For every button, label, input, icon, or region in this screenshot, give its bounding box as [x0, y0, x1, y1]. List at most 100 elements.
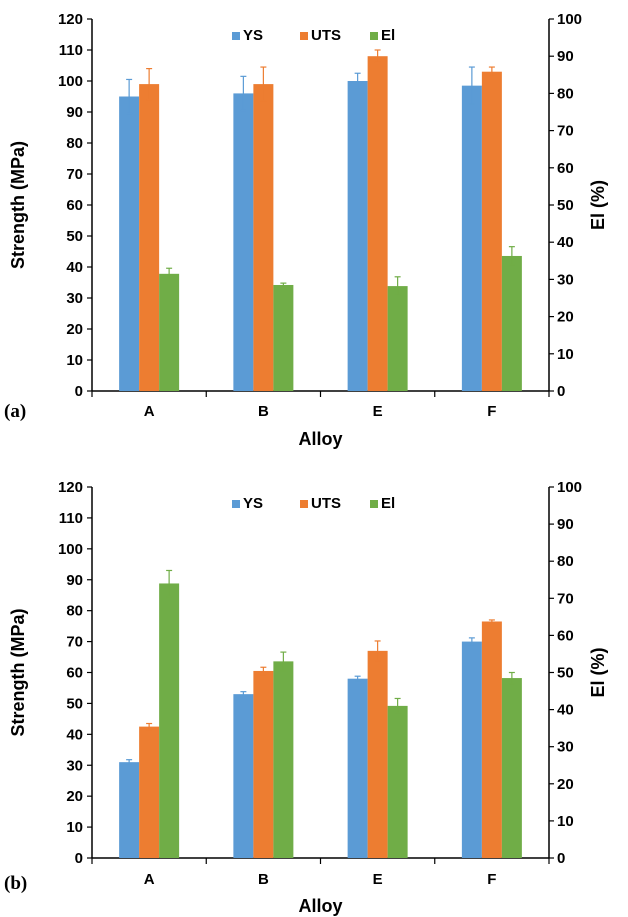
category-label: A [144, 403, 155, 420]
y-axis-title: Strength (MPa) [8, 141, 28, 269]
bar-uts [139, 726, 160, 858]
x-axis-title: Alloy [298, 429, 342, 449]
bar-uts [253, 84, 274, 391]
legend-label-uts: UTS [311, 27, 341, 44]
y2-axis-title: El (%) [588, 180, 608, 230]
left-axis-tick-label: 80 [66, 603, 83, 620]
left-axis-tick-label: 110 [59, 42, 83, 59]
left-axis-tick-label: 40 [66, 259, 83, 276]
right-axis-tick-label: 60 [557, 160, 574, 177]
bar-el [159, 583, 180, 858]
bar-el [501, 678, 522, 858]
bar-ys [233, 93, 254, 392]
right-axis-tick-label: 90 [557, 516, 574, 533]
bar-el [501, 255, 522, 391]
left-axis-tick-label: 100 [58, 73, 83, 90]
left-axis-tick-label: 80 [66, 135, 83, 152]
left-axis-tick-label: 70 [66, 166, 83, 183]
legend-swatch-ys [232, 500, 240, 508]
bar-ys [233, 694, 254, 858]
left-axis-tick-label: 120 [58, 11, 83, 28]
legend-swatch-uts [300, 32, 308, 40]
right-axis-tick-label: 30 [557, 271, 574, 288]
bar-uts [367, 650, 388, 858]
right-axis-tick-label: 20 [557, 309, 574, 326]
right-axis-tick-label: 40 [557, 234, 574, 251]
right-axis-tick-label: 40 [557, 702, 574, 719]
legend-label-el: El [381, 27, 395, 44]
legend-swatch-el [370, 32, 378, 40]
right-axis-tick-label: 80 [557, 553, 574, 570]
right-axis-tick-label: 10 [557, 813, 574, 830]
right-axis-tick-label: 70 [557, 123, 574, 140]
y-axis-title: Strength (MPa) [8, 608, 28, 736]
bar-uts [253, 670, 274, 858]
left-axis-tick-label: 10 [66, 352, 83, 369]
left-axis-tick-label: 100 [58, 541, 83, 558]
bar-ys [461, 85, 482, 392]
bar-el [273, 284, 294, 391]
category-label: E [373, 403, 383, 420]
right-axis-tick-label: 70 [557, 590, 574, 607]
left-axis-tick-label: 50 [66, 228, 83, 245]
legend-swatch-ys [232, 32, 240, 40]
right-axis-tick-label: 60 [557, 627, 574, 644]
right-axis-tick-label: 90 [557, 48, 574, 65]
category-label: E [373, 871, 383, 888]
chart-panel-a: 0 10 20 30 40 50 60 70 80 90 100 110 120 0 10 20 30 40 50 6… [4, 11, 608, 449]
legend-label-el: El [381, 495, 395, 512]
left-axis-tick-label: 10 [66, 819, 83, 836]
bar-uts [367, 56, 388, 391]
bar-el [387, 286, 408, 391]
bar-uts [481, 71, 502, 391]
right-axis-tick-label: 0 [557, 850, 565, 867]
left-axis-tick-label: 30 [66, 290, 83, 307]
left-axis-tick-label: 110 [59, 510, 83, 527]
left-axis-tick-label: 90 [66, 572, 83, 589]
right-axis-tick-label: 50 [557, 665, 574, 682]
left-axis-tick-label: 0 [75, 850, 83, 867]
right-axis-tick-label: 100 [557, 11, 582, 28]
category-label: A [144, 871, 155, 888]
legend-label-ys: YS [243, 27, 263, 44]
right-axis-tick-label: 10 [557, 346, 574, 363]
y2-axis-title: El (%) [588, 647, 608, 697]
bar-ys [347, 81, 368, 391]
bar-uts [481, 621, 502, 858]
left-axis-tick-label: 50 [66, 695, 83, 712]
left-axis-tick-label: 70 [66, 634, 83, 651]
category-label: F [487, 403, 496, 420]
bar-ys [119, 762, 140, 858]
left-axis-tick-label: 30 [66, 757, 83, 774]
left-axis-tick-label: 20 [66, 788, 83, 805]
bar-uts [139, 84, 160, 391]
legend-swatch-el [370, 500, 378, 508]
bar-ys [347, 678, 368, 858]
left-axis-tick-label: 90 [66, 104, 83, 121]
left-axis-tick-label: 120 [58, 479, 83, 496]
bar-el [387, 705, 408, 858]
panel-label: (a) [4, 401, 26, 422]
legend-swatch-uts [300, 500, 308, 508]
right-axis-tick-label: 50 [557, 197, 574, 214]
x-axis-title: Alloy [298, 896, 342, 916]
right-axis-tick-label: 0 [557, 383, 565, 400]
left-axis-tick-label: 20 [66, 321, 83, 338]
bar-ys [119, 96, 140, 391]
panel-label: (b) [4, 873, 27, 894]
bar-el [159, 273, 180, 391]
bar-el [273, 661, 294, 858]
left-axis-tick-label: 60 [66, 197, 83, 214]
legend-label-uts: UTS [311, 495, 341, 512]
category-label: B [258, 403, 269, 420]
left-axis-tick-label: 0 [75, 383, 83, 400]
bar-ys [461, 641, 482, 858]
category-label: F [487, 871, 496, 888]
category-label: B [258, 871, 269, 888]
legend-label-ys: YS [243, 495, 263, 512]
right-axis-tick-label: 100 [557, 479, 582, 496]
right-axis-tick-label: 20 [557, 776, 574, 793]
right-axis-tick-label: 80 [557, 85, 574, 102]
left-axis-tick-label: 60 [66, 665, 83, 682]
